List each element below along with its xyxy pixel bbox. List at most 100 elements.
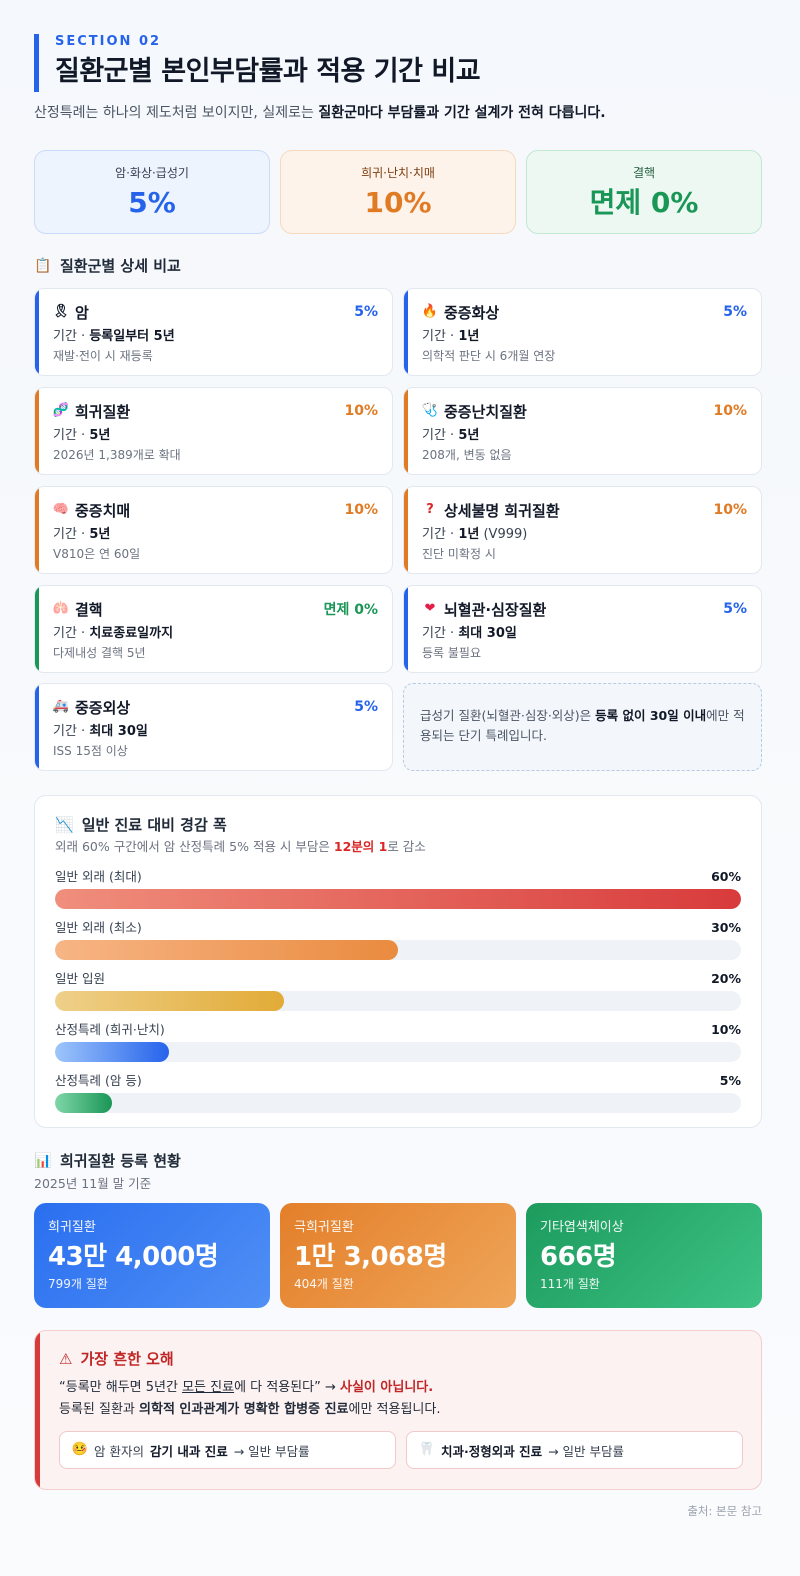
intro-text: 산정특례는 하나의 제도처럼 보이지만, 실제로는 질환군마다 부담률과 기간 … [34,103,762,123]
card-rate: 5% [723,601,747,617]
card-period: 기간 · 5년 [53,427,378,445]
card-note: 재발·전이 시 재등록 [53,349,153,363]
box1-c: → 일반 부담률 [233,1443,310,1459]
bar-label: 산정특례 (암 등) [55,1073,142,1088]
line2-c: 에만 적용됩니다. [348,1402,441,1417]
bar-label-row: 일반 외래 (최소) 30% [55,919,741,937]
bar-label-row: 일반 입원 20% [55,970,741,988]
summary-label: 결핵 [632,166,656,180]
bar-list: 일반 외래 (최대) 60% 일반 외래 (최소) 30% 일반 입원 20% 산정특례 (… [55,868,741,1113]
reg-value: 1만 3,068명 [294,1242,447,1272]
warning-example-dental: 🦷 치과·정형외과 진료 → 일반 부담률 [406,1431,743,1469]
ambulance-icon: 🚑 [52,699,70,714]
card-name: 암 [75,303,89,322]
intro-prefix: 산정특례는 하나의 제도처럼 보이지만, 실제로는 [34,105,319,121]
registration-subtitle: 2025년 11월 말 기준 [34,1176,152,1191]
period-label: 기간 · [53,329,90,344]
card-rate: 10% [713,403,747,419]
page-header: SECTION 02 질환군별 본인부담률과 적용 기간 비교 [34,34,762,92]
warning-title: 가장 흔한 오해 [80,1350,174,1368]
card-period: 기간 · 최대 30일 [53,723,378,741]
stethoscope-icon: 🩺 [421,403,439,418]
bar-fill [55,1042,170,1062]
card-period: 기간 · 5년 [422,427,747,445]
card-period: 기간 · 1년 [422,328,747,346]
card-name: 중증외상 [75,698,131,717]
card-rate: 5% [354,304,378,320]
source-note: 출처: 본문 참고 [687,1504,762,1518]
box2-c: → 일반 부담률 [548,1443,625,1459]
period-value: 등록일부터 5년 [89,329,175,344]
period-label: 기간 · [53,626,90,641]
card-note: 의학적 판단 시 6개월 연장 [422,349,556,363]
reg-note: 111개 질환 [540,1277,600,1291]
registration-title: 희귀질환 등록 현황 [60,1152,181,1170]
heart-icon: ❤ [424,601,436,616]
reduction-subtitle: 외래 60% 구간에서 암 산정특례 5% 적용 시 부담은 12분의 1로 감… [55,838,741,856]
acute-note-bold: 등록 없이 30일 이내 [595,708,707,723]
ribbon-icon: 🎗 [52,304,70,319]
box1-bold: 감기 내과 진료 [149,1443,228,1459]
reg-card-chromosome: 기타염색체이상 666명 111개 질환 [526,1203,762,1308]
bar-value: 20% [711,971,741,986]
acute-note-prefix: 급성기 질환(뇌혈관·심장·외상)은 [420,708,596,723]
bar-track [55,1042,741,1062]
bar-row: 일반 외래 (최대) 60% [55,868,741,909]
registration-cards: 희귀질환 43만 4,000명 799개 질환 극희귀질환 1만 3,068명 … [34,1203,762,1308]
line1-underline: 모든 진료 [182,1380,235,1395]
period-value: 최대 30일 [89,724,148,739]
bar-fill [55,940,398,960]
line1-b: 에 다 적용된다” → [234,1380,340,1395]
reduction-heading: 📉 일반 진료 대비 경감 폭 [55,814,741,836]
line1-red: 사실이 아닙니다. [340,1380,434,1395]
line1-a: “등록만 해두면 5년간 [59,1380,183,1395]
bar-track [55,1093,741,1113]
reduction-title: 일반 진료 대비 경감 폭 [81,816,227,834]
reg-value: 666명 [540,1242,617,1272]
period-value: 1년 [458,527,480,542]
lungs-icon: 🫁 [52,601,70,616]
card-name: 희귀질환 [75,402,131,421]
period-value: 치료종료일까지 [89,626,174,641]
period-label: 기간 · [422,527,459,542]
sick-face-icon: 🤒 [71,1442,89,1457]
sub-bold: 12분의 1 [333,839,388,854]
period-value: 1년 [458,329,480,344]
card-rate: 10% [713,502,747,518]
summary-card-0: 결핵 면제 0% [526,150,762,234]
card-trauma: 🚑 중증외상 5% 기간 · 최대 30일 ISS 15점 이상 [34,683,393,771]
card-name: 중증화상 [444,303,500,322]
bar-track [55,889,741,909]
card-name: 뇌혈관·심장질환 [444,600,547,619]
clipboard-icon: 📋 [34,258,52,274]
reg-note: 404개 질환 [294,1277,354,1291]
bar-chart-icon: 📊 [34,1153,52,1169]
bar-label: 산정특례 (희귀·난치) [55,1022,165,1037]
card-period: 기간 · 1년 (V999) [422,526,747,544]
period-label: 기간 · [422,329,459,344]
period-value: 5년 [458,428,480,443]
period-value: 최대 30일 [458,626,517,641]
reg-card-rare: 희귀질환 43만 4,000명 799개 질환 [34,1203,270,1308]
card-rate: 5% [354,699,378,715]
warning-text: “등록만 해두면 5년간 모든 진료에 다 적용된다” → 사실이 아닙니다. … [59,1377,743,1421]
reduction-chart: 📉 일반 진료 대비 경감 폭 외래 60% 구간에서 암 산정특례 5% 적용 … [34,795,762,1128]
bar-row: 산정특례 (희귀·난치) 10% [55,1021,741,1062]
summary-row: 암·화상·급성기 5% 희귀·난치·치매 10% 결핵 면제 0% [34,150,762,234]
card-period: 기간 · 5년 [53,526,378,544]
acute-note-suffix: 에만 적용되는 단기 특례입니다. [420,708,745,743]
bar-label-row: 산정특례 (암 등) 5% [55,1072,741,1090]
card-note: 208개, 변동 없음 [422,448,512,462]
card-name: 중증치매 [75,501,131,520]
line2-a: 등록된 질환과 [59,1402,140,1417]
bar-row: 일반 입원 20% [55,970,741,1011]
warning-examples: 🤒 암 환자의 감기 내과 진료 → 일반 부담률 🦷 치과·정형외과 진료 → 일… [59,1431,743,1469]
card-tuberculosis: 🫁 결핵 면제 0% 기간 · 치료종료일까지 다제내성 결핵 5년 [34,585,393,673]
card-note: V810은 연 60일 [53,547,141,561]
chart-down-icon: 📉 [55,816,74,834]
bar-value: 60% [711,869,741,884]
detail-section-heading: 📋 질환군별 상세 비교 [34,255,181,277]
summary-label: 희귀·난치·치매 [361,166,435,180]
card-dementia: 🧠 중증치매 10% 기간 · 5년 V810은 연 60일 [34,486,393,574]
period-value: 5년 [89,527,111,542]
